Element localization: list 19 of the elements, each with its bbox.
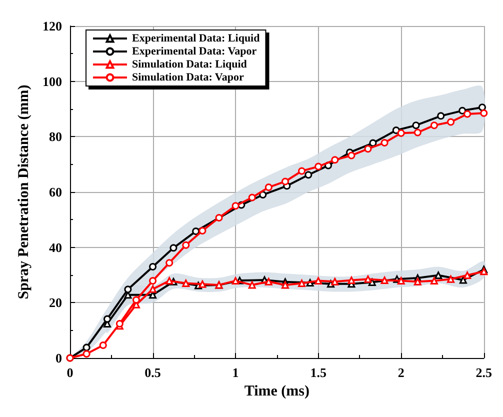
x-tick-label: 1 bbox=[232, 365, 239, 380]
x-tick-label: 2 bbox=[398, 365, 404, 380]
legend-label: Simulation Data: Vapor bbox=[132, 72, 244, 84]
x-tick-label: 2.5 bbox=[476, 365, 492, 380]
y-axis-title: Spray Penetration Distance (mm) bbox=[16, 84, 32, 300]
legend-label: Experimental Data: Vapor bbox=[132, 46, 257, 58]
y-tick-label: 100 bbox=[42, 74, 62, 89]
x-tick-label: 1.5 bbox=[310, 365, 327, 380]
x-tick-label: 0.5 bbox=[144, 365, 162, 380]
y-tick-label: 0 bbox=[56, 350, 62, 366]
x-axis-title: Time (ms) bbox=[244, 383, 310, 400]
x-tick-label: 0 bbox=[66, 365, 74, 380]
y-tick-label: 20 bbox=[49, 295, 62, 310]
y-tick-label: 40 bbox=[49, 240, 62, 255]
y-tick-label: 120 bbox=[42, 18, 62, 34]
y-tick-label: 60 bbox=[49, 184, 62, 200]
legend-label: Experimental Data: Liquid bbox=[132, 32, 260, 44]
legend-label: Simulation Data: Liquid bbox=[132, 58, 247, 70]
y-tick-label: 80 bbox=[49, 129, 62, 144]
